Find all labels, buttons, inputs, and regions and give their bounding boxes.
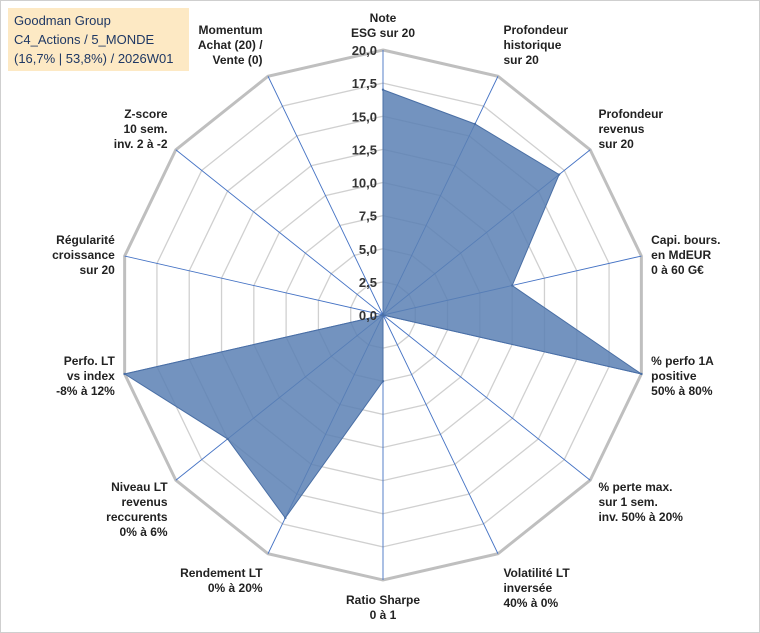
spoke-line (382, 314, 591, 481)
tick-label: 7,5 (359, 209, 377, 224)
data-point (284, 516, 287, 520)
tick-label: 20,0 (352, 43, 377, 58)
data-point (381, 88, 385, 91)
title-company: Goodman Group (14, 13, 111, 28)
data-point (557, 173, 561, 176)
data-point (381, 313, 385, 317)
title-category: C4_Actions / 5_MONDE (14, 32, 155, 47)
data-point (123, 372, 126, 376)
axis-category-label: Capi. bours. en MdEUR 0 à 60 G€ (651, 233, 720, 277)
data-point (473, 122, 477, 126)
tick-label: 15,0 (352, 109, 377, 124)
spoke-line (124, 255, 384, 316)
axis-category-label: Ratio Sharpe 0 à 1 (346, 593, 420, 622)
tick-label: 12,5 (352, 142, 377, 157)
spoke-line (382, 314, 499, 554)
axis-category-label: % perte max. sur 1 sem. inv. 50% à 20% (598, 480, 683, 524)
axis-category-label: Profondeur revenus sur 20 (598, 107, 663, 151)
axis-category-label: Profondeur historique sur 20 (503, 23, 568, 67)
tick-label: 5,0 (359, 242, 377, 257)
data-point (381, 380, 385, 383)
axis-category-label: Volatilité LT inversée 40% à 0% (503, 566, 570, 610)
axis-category-label: Niveau LT revenus reccurents 0% à 6% (106, 480, 168, 539)
title-box: Goodman Group C4_Actions / 5_MONDE (16,7… (8, 8, 189, 71)
data-point (510, 284, 514, 287)
axis-category-label: Perfo. LT vs index -8% à 12% (56, 354, 115, 398)
spoke-line (175, 149, 384, 316)
tick-label: 2,5 (359, 275, 377, 290)
data-point (226, 437, 229, 441)
tick-label: 10,0 (352, 176, 377, 191)
axis-category-label: Régularité croissance sur 20 (52, 233, 115, 277)
tick-label: 0,0 (359, 308, 377, 323)
data-series-area (123, 89, 642, 519)
axis-category-label: Z-score 10 sem. inv. 2 à -2 (114, 107, 168, 151)
data-point (640, 372, 643, 376)
tick-label: 17,5 (352, 76, 377, 91)
axis-category-label: % perfo 1A positive 50% à 80% (651, 354, 714, 398)
title-scores: (16,7% | 53,8%) / 2026W01 (14, 51, 174, 66)
spoke-line (267, 76, 384, 316)
axis-category-label: Momentum Achat (20) / Vente (0) (198, 23, 263, 67)
axis-category-label: Note ESG sur 20 (351, 11, 415, 40)
axis-category-label: Rendement LT 0% à 20% (180, 566, 263, 595)
